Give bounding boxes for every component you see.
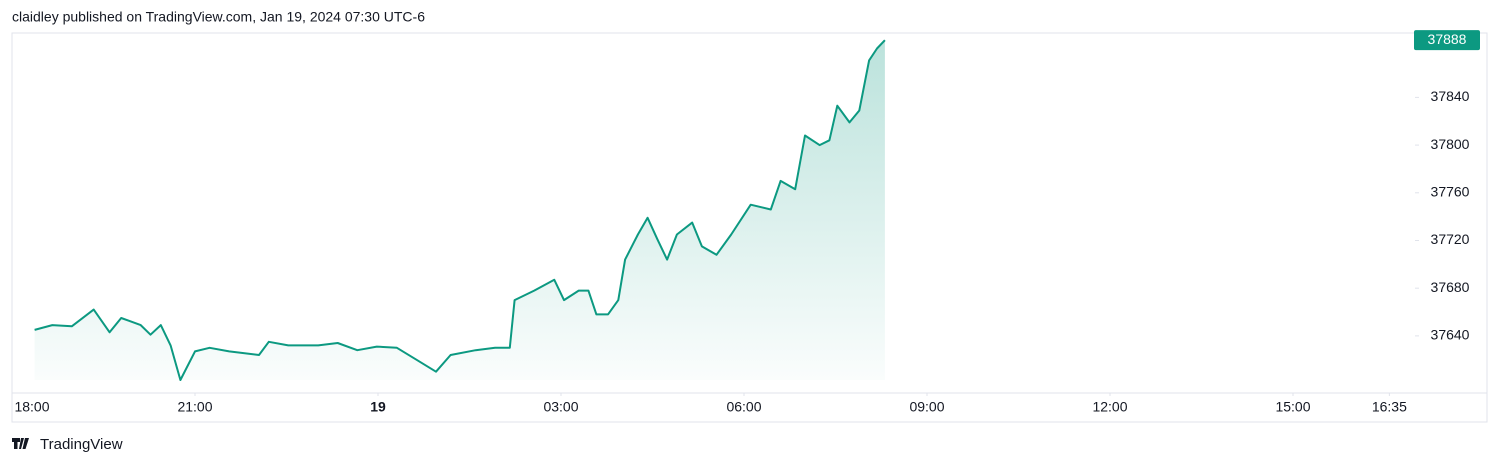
price-line — [34, 39, 886, 381]
last-price-badge — [1414, 30, 1480, 51]
x-tick-label: 09:00 — [909, 399, 944, 415]
y-tick-label: 37680 — [1431, 279, 1470, 295]
x-tick-label: 16:35 — [1372, 399, 1407, 415]
x-tick-label: 19 — [370, 399, 386, 415]
chart-frame — [11, 32, 1488, 423]
y-tick-label: 37720 — [1431, 231, 1470, 247]
y-tick-label: 37840 — [1431, 88, 1470, 104]
header: claidley published on TradingView.com, J… — [12, 9, 425, 25]
x-tick-label: 12:00 — [1092, 399, 1127, 415]
area-fill — [34, 40, 885, 380]
x-tick-label: 03:00 — [543, 399, 578, 415]
x-tick-label: 06:00 — [726, 399, 761, 415]
x-tick-label: 15:00 — [1275, 399, 1310, 415]
footer-brand: TradingView — [40, 436, 123, 453]
x-tick-label: 18:00 — [14, 399, 49, 415]
logo — [12, 438, 29, 449]
x-tick-label: 21:00 — [177, 399, 212, 415]
y-tick-label: 37640 — [1431, 327, 1470, 343]
y-tick-label: 37800 — [1431, 136, 1470, 152]
last-price-label: 37888 — [1428, 31, 1467, 47]
y-tick-label: 37760 — [1431, 183, 1470, 199]
